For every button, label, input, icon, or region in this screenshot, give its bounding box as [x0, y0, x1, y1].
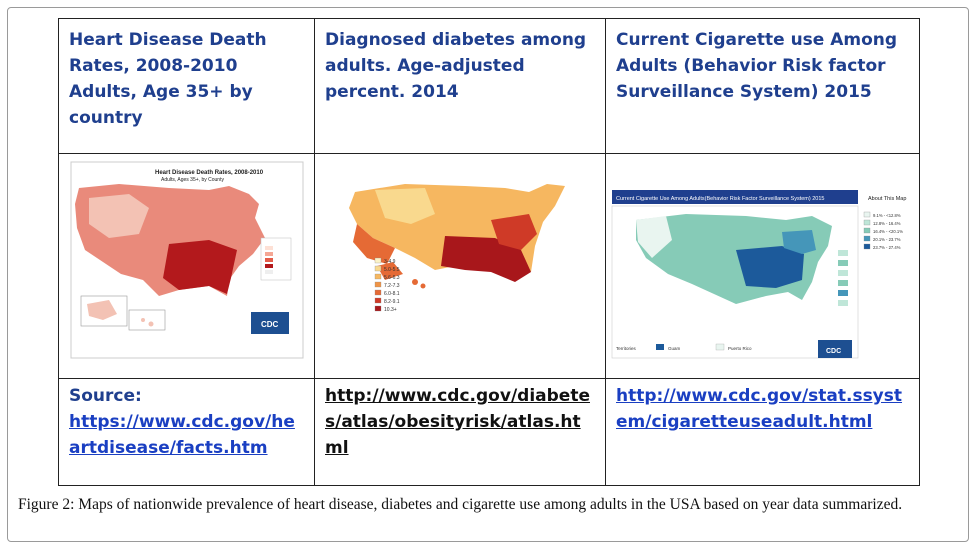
- legend-swatch: [374, 305, 382, 312]
- legend-label: 12.8% - 16.4%: [873, 221, 901, 226]
- header-cell-cigarette: Current Cigarette use Among Adults (Beha…: [605, 18, 920, 154]
- legend-label: 16.4% - <20.1%: [873, 229, 903, 234]
- map-cell-diabetes: 3-4.9 5.0-5.5 5.6-6.3 7.2-7.3 6.0-8.1 8.2-9.1…: [314, 153, 606, 379]
- cigarette-map: Current Cigarette Use Among Adults(Behav…: [611, 190, 906, 359]
- legend-label: 8.2-9.1: [384, 299, 400, 305]
- legend-label: 10.3+: [384, 307, 397, 313]
- legend-swatch: [863, 227, 871, 234]
- svg-text:CDC: CDC: [261, 320, 279, 329]
- diabetes-map-mountain: [375, 188, 435, 224]
- source-row: Source: https://www.cdc.gov/heartdisease…: [58, 378, 920, 486]
- map1-subtitle: Adults, Ages 35+, by County: [161, 177, 224, 183]
- header-cell-diabetes: Diagnosed diabetes among adults. Age-adj…: [314, 18, 606, 154]
- legend-label: 5.0-5.5: [384, 267, 400, 273]
- svg-text:Puerto Rico: Puerto Rico: [728, 346, 752, 351]
- cigarette-link[interactable]: http://www.cdc.gov/stat.ssystem/cigarett…: [616, 386, 903, 432]
- legend-swatch: [374, 265, 382, 272]
- legend-label: 23.7% - 27.4%: [873, 245, 901, 250]
- svg-text:Guam: Guam: [668, 346, 681, 351]
- cdc-logo-1: [251, 312, 289, 334]
- source-label: Source:: [69, 386, 142, 406]
- heart-map-west: [89, 194, 149, 238]
- svg-text:Territories: Territories: [616, 346, 637, 351]
- diabetes-map-appalachia: [491, 214, 537, 250]
- header-cell-heart: Heart Disease Death Rates, 2008-2010 Adu…: [58, 18, 315, 154]
- heart-disease-map: Heart Disease Death Rates, 2008-2010 Adu…: [70, 161, 304, 359]
- legend-swatch: [374, 297, 382, 304]
- cig-map-title-bar: [612, 190, 858, 204]
- diabetes-map-southwest: [353, 224, 395, 264]
- source-cell-cigarette: http://www.cdc.gov/stat.ssystem/cigarett…: [605, 378, 920, 486]
- legend-swatch: [863, 243, 871, 250]
- map-cell-cigarette: Current Cigarette Use Among Adults(Behav…: [605, 153, 920, 379]
- legend-label: 6.0-8.1: [384, 291, 400, 297]
- cdc-logo-3: [818, 340, 852, 358]
- hawaii-inset: [128, 309, 166, 331]
- map-cell-heart: Heart Disease Death Rates, 2008-2010 Adu…: [58, 153, 315, 379]
- heart-disease-link[interactable]: https://www.cdc.gov/heartdisease/facts.h…: [69, 412, 295, 458]
- source-cell-diabetes: http://www.cdc.gov/diabetes/atlas/obesit…: [314, 378, 606, 486]
- diabetes-map: 3-4.9 5.0-5.5 5.6-6.3 7.2-7.3 6.0-8.1 8.2-9.1…: [349, 184, 565, 313]
- cig-map-title: Current Cigarette Use Among Adults(Behav…: [616, 196, 824, 202]
- legend-label: 20.1% - 23.7%: [873, 237, 901, 242]
- diabetes-legend: 3-4.9 5.0-5.5 5.6-6.3 7.2-7.3 6.0-8.1 8.2-9.1…: [374, 257, 400, 313]
- legend-swatch: [374, 257, 382, 264]
- header-diabetes: Diagnosed diabetes among adults. Age-adj…: [325, 30, 587, 102]
- source-cell-heart: Source: https://www.cdc.gov/heartdisease…: [58, 378, 315, 486]
- legend-swatch: [374, 273, 382, 280]
- legend-swatch: [374, 281, 382, 288]
- caption-text: Maps of nationwide prevalence of heart d…: [74, 496, 903, 513]
- heart-map-south: [163, 240, 237, 294]
- legend-label: 7.2-7.3: [384, 283, 400, 289]
- legend-swatch: [863, 235, 871, 242]
- caption-label: Figure 2:: [18, 496, 75, 513]
- maps-table: Heart Disease Death Rates, 2008-2010 Adu…: [58, 18, 920, 486]
- header-cigarette: Current Cigarette use Among Adults (Beha…: [616, 30, 898, 102]
- header-heart-disease: Heart Disease Death Rates, 2008-2010 Adu…: [69, 30, 267, 128]
- figure-frame: [7, 7, 969, 542]
- legend-label: 3-4.9: [384, 259, 396, 265]
- header-row: Heart Disease Death Rates, 2008-2010 Adu…: [58, 18, 920, 154]
- legend-label: 5.6-6.3: [384, 275, 400, 281]
- cig-map-west: [636, 216, 672, 258]
- legend-swatch: [863, 211, 871, 218]
- diabetes-link[interactable]: http://www.cdc.gov/diabetes/atlas/obesit…: [325, 386, 590, 458]
- map1-title: Heart Disease Death Rates, 2008-2010: [155, 170, 264, 176]
- legend-swatch: [863, 219, 871, 226]
- cig-map-side-title: About This Map: [868, 196, 906, 202]
- cig-legend: 9.1% - <12.8% 12.8% - 16.4% 16.4% - <20.1%…: [863, 211, 903, 250]
- diabetes-map-south: [441, 236, 531, 282]
- svg-text:CDC: CDC: [826, 348, 841, 355]
- cig-map-south-central: [736, 246, 804, 288]
- legend-swatch: [374, 289, 382, 296]
- figure-caption: Figure 2: Maps of nationwide prevalence …: [18, 496, 902, 514]
- legend-label: 9.1% - <12.8%: [873, 213, 901, 218]
- map-row: Heart Disease Death Rates, 2008-2010 Adu…: [58, 153, 920, 379]
